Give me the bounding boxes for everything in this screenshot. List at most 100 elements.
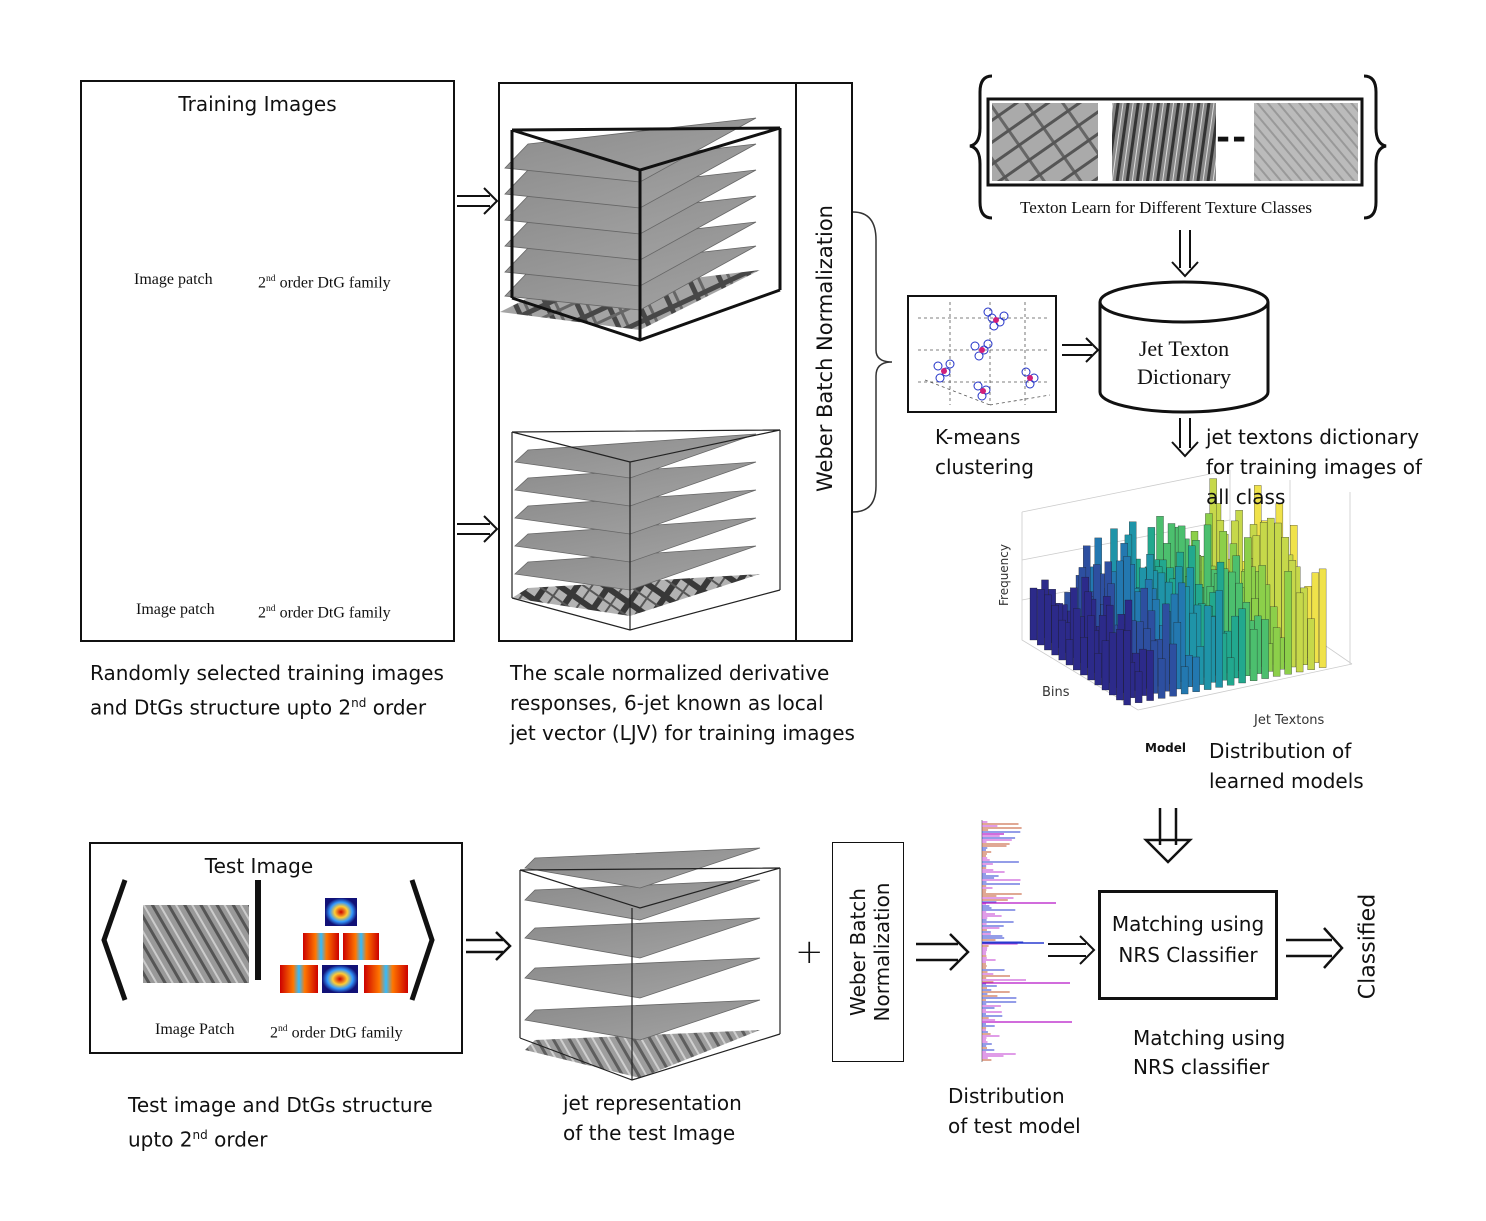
dictionary-label-line-2: Dictionary bbox=[1136, 364, 1232, 389]
double-arrow-icon-dist bbox=[1048, 935, 1096, 965]
training-patch-label-2: Image patch bbox=[136, 601, 215, 618]
histogram-bar bbox=[1215, 590, 1223, 688]
histogram-bar bbox=[1080, 637, 1088, 676]
test-separator bbox=[255, 880, 261, 980]
histogram-bar bbox=[1272, 627, 1281, 677]
texture-brick-image bbox=[992, 103, 1098, 181]
histogram-bar bbox=[1051, 605, 1059, 656]
test-image-patch bbox=[143, 905, 249, 983]
histogram-bar bbox=[1065, 639, 1074, 666]
histogram-bar bbox=[1261, 619, 1269, 679]
histogram-bar bbox=[1311, 572, 1320, 663]
histogram-bar bbox=[1284, 571, 1292, 675]
histogram-bar bbox=[1231, 615, 1239, 679]
histogram-caption-line-2: learned models bbox=[1209, 769, 1364, 793]
weber-batch-normalization-label: Weber Batch Normalization bbox=[813, 205, 837, 492]
right-brace bbox=[852, 211, 893, 513]
histogram-bar bbox=[1295, 592, 1304, 673]
histogram-bar bbox=[1116, 629, 1124, 701]
texton-separator: -- bbox=[1216, 118, 1249, 158]
dictionary-caption-line-3: all class bbox=[1206, 485, 1286, 509]
histogram-bar bbox=[1146, 650, 1154, 701]
double-arrow-down-icon-2 bbox=[1171, 418, 1199, 458]
histogram-caption-line-1: Distribution of bbox=[1209, 739, 1352, 763]
test-caption-line-2: upto 2nd order bbox=[128, 1127, 268, 1152]
histogram-bar bbox=[1029, 587, 1038, 641]
jet-cube-1 bbox=[500, 117, 782, 342]
test-distribution-plot bbox=[981, 820, 1072, 1062]
histogram-bar bbox=[1073, 608, 1081, 671]
histogram-bar bbox=[1203, 605, 1212, 690]
weber-divider bbox=[795, 84, 797, 640]
double-arrow-icon-weber bbox=[916, 933, 970, 971]
dictionary-caption-line-1: jet textons dictionary bbox=[1206, 425, 1420, 449]
plus-sign: + bbox=[795, 932, 824, 972]
texture-bark-image bbox=[1112, 103, 1216, 181]
big-double-arrow-down-icon bbox=[1142, 808, 1194, 864]
histogram-bar bbox=[1094, 653, 1102, 686]
test-dtg-label: 2nd order DtG family bbox=[270, 1023, 403, 1042]
jet-cube-test bbox=[519, 847, 781, 1081]
histogram-bar bbox=[1226, 657, 1235, 686]
training-dtg-label-2: 2nd order DtG family bbox=[258, 603, 391, 622]
training-caption-line-2: and DtGs structure upto 2nd order bbox=[90, 695, 427, 720]
histogram-bar bbox=[1037, 589, 1045, 646]
histogram-bar bbox=[1169, 643, 1177, 697]
training-images-panel bbox=[80, 80, 455, 642]
histogram-x-label: Bins bbox=[1042, 685, 1070, 700]
test-title: Test Image bbox=[204, 854, 314, 878]
dictionary-label-line-1: Jet Texton bbox=[1138, 336, 1230, 361]
double-arrow-down-icon bbox=[1171, 230, 1199, 278]
histogram-bar bbox=[1058, 619, 1066, 661]
histogram-bar bbox=[1087, 615, 1095, 681]
texton-learn-label: Texton Learn for Different Texture Class… bbox=[1020, 198, 1313, 217]
histogram-bar bbox=[1180, 666, 1189, 695]
test-angle-brackets bbox=[101, 879, 435, 1001]
jet-caption-line-1: The scale normalized derivative bbox=[510, 661, 830, 685]
double-arrow-icon-kmeans bbox=[1062, 337, 1100, 363]
test-image-panel bbox=[89, 842, 463, 1054]
double-arrow-icon-classified bbox=[1286, 927, 1344, 969]
weber-test-panel bbox=[832, 842, 904, 1062]
weber-test-label-line-2: Normalization bbox=[870, 882, 894, 1022]
histogram-bar bbox=[1101, 640, 1110, 691]
training-dtg-label-1: 2nd order DtG family bbox=[258, 273, 391, 292]
double-arrow-icons bbox=[457, 187, 499, 543]
jet-stack-panel bbox=[498, 82, 853, 642]
matching-box-line-2: NRS Classifier bbox=[1118, 943, 1258, 967]
test-dist-caption-line-1: Distribution bbox=[948, 1084, 1065, 1108]
jet-caption-line-3: jet vector (LJV) for training images bbox=[510, 721, 855, 745]
histogram-bar bbox=[1134, 671, 1143, 703]
classified-label: Classified bbox=[1355, 893, 1381, 1000]
dictionary-caption-line-2: for training images of bbox=[1206, 455, 1423, 479]
matching-caption-line-1: Matching using bbox=[1133, 1026, 1286, 1050]
jet-caption-line-2: responses, 6-jet known as local bbox=[510, 691, 824, 715]
histogram-bar bbox=[1307, 618, 1315, 670]
histogram-z-label: Frequency bbox=[997, 544, 1011, 606]
dtg-family-icon-test bbox=[280, 898, 408, 993]
jet-texton-dictionary-cylinder bbox=[1098, 280, 1270, 414]
training-caption-line-1: Randomly selected training images bbox=[90, 661, 444, 685]
double-arrow-icon-test bbox=[466, 931, 512, 961]
histogram-bar bbox=[1249, 629, 1258, 681]
matching-box-line-1: Matching using bbox=[1111, 912, 1265, 936]
histogram-model-label: Model bbox=[1145, 741, 1187, 755]
histogram-bar bbox=[1157, 658, 1166, 699]
histogram-bar bbox=[1123, 630, 1131, 706]
histogram-bar bbox=[1318, 568, 1327, 668]
test-jet-caption-line-2: of the test Image bbox=[563, 1121, 736, 1145]
kmeans-caption-line-2: clustering bbox=[935, 455, 1034, 479]
test-patch-label: Image Patch bbox=[155, 1021, 235, 1038]
kmeans-scatter bbox=[918, 302, 1051, 406]
texture-fabric-image bbox=[1254, 103, 1358, 181]
matching-box bbox=[1098, 890, 1278, 1000]
jet-cube-2 bbox=[511, 429, 781, 631]
histogram-3d bbox=[1021, 469, 1353, 711]
kmeans-panel bbox=[907, 295, 1057, 413]
histogram-bar bbox=[1109, 632, 1117, 696]
histogram-bar bbox=[1192, 656, 1200, 692]
training-patch-label-1: Image patch bbox=[134, 271, 213, 288]
histogram-bar bbox=[1238, 608, 1246, 684]
histogram-bar bbox=[1162, 603, 1170, 692]
histogram-bar bbox=[1044, 594, 1052, 651]
